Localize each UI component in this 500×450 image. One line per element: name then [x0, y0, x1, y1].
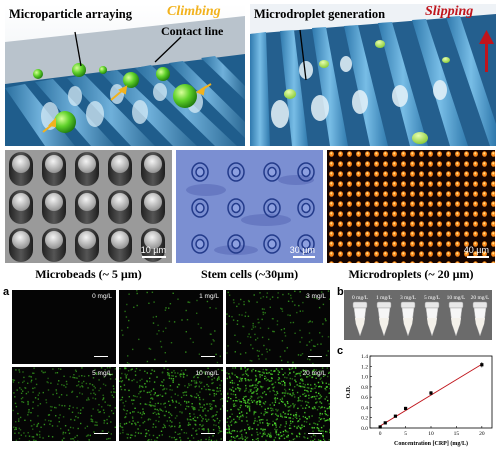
concentration-label: 10 mg/L	[195, 370, 220, 377]
y-tick-label: 1.4	[361, 354, 368, 360]
scale-label-microbeads: 10 µm	[140, 245, 166, 255]
schematic-climbing: Microparticle arraying Climbing Contact …	[5, 4, 245, 146]
scale-bar	[201, 355, 215, 357]
tube-label: 1 mg/L	[376, 295, 393, 301]
caption-microdroplets: Microdroplets (~ 20 µm)	[348, 267, 474, 281]
concentration-label: 3 mg/L	[306, 293, 326, 300]
micrograph-stem-cells: 30 µm	[176, 150, 323, 263]
micrograph-microbeads: 10 µm	[5, 150, 172, 263]
scale-bar	[201, 432, 215, 434]
tube	[352, 301, 368, 337]
tube-label: 10 mg/L	[447, 295, 466, 301]
pointer-line	[74, 31, 82, 67]
caption-stem-cells: Stem cells (~30µm)	[200, 267, 299, 281]
y-axis-label: O.D.	[345, 385, 352, 398]
tube	[424, 301, 440, 337]
scale-bar	[94, 432, 108, 434]
tube	[448, 301, 464, 337]
scale-label-stem-cells: 30 µm	[289, 245, 315, 255]
y-tick-label: 0.4	[361, 405, 368, 411]
y-tick-label: 0.2	[361, 416, 368, 422]
micrograph-microdroplets: 40 µm	[327, 150, 495, 263]
scale-bar	[293, 256, 315, 258]
data-point	[403, 406, 408, 411]
fluorescence-image: 10 mg/L	[119, 367, 223, 441]
data-point	[383, 421, 387, 425]
data-point	[378, 425, 382, 429]
x-tick-label: 15	[454, 431, 460, 437]
fluorescence-image: 5 mg/L	[12, 367, 116, 441]
scale-bar	[467, 256, 489, 258]
climbing-label: Climbing	[167, 4, 221, 19]
panel-label-c: c	[337, 345, 344, 357]
scale-bar	[142, 256, 166, 258]
x-tick-label: 0	[379, 431, 382, 437]
scale-bar	[308, 355, 322, 357]
caption-microbeads: Microbeads (~ 5 µm)	[35, 267, 142, 281]
od-chart: 0 5 10 15 20 0.0 0.2 0.4 0.6 0.8 1.0 1.2 1.4 Concentr…	[345, 354, 493, 447]
scale-bar	[94, 355, 108, 357]
data-point	[429, 391, 433, 395]
slipping-illustration	[250, 4, 496, 146]
slipping-label: Slipping	[425, 4, 474, 19]
x-tick-label: 20	[479, 431, 485, 437]
x-tick-label: 10	[428, 431, 434, 437]
tube-label: 20 mg/L	[471, 295, 490, 301]
y-tick-label: 0.0	[361, 426, 368, 432]
tubes-photo: 0 mg/L 1 mg/L 3 mg/L 5 mg/L 10 mg/L 20 mg/L	[344, 290, 492, 340]
scale-label-microdroplets: 40 µm	[463, 245, 489, 255]
contact-line-label: Contact line	[161, 24, 224, 38]
data-point	[393, 414, 398, 418]
microparticle	[54, 111, 76, 133]
fit-line	[379, 363, 483, 427]
arraying-label: Microparticle arraying	[9, 7, 132, 21]
tube	[376, 301, 392, 337]
fluorescence-image: 1 mg/L	[119, 290, 223, 364]
x-tick-label: 5	[404, 431, 407, 437]
concentration-label: 20 mg/L	[302, 370, 327, 377]
y-tick-label: 0.8	[361, 385, 368, 391]
generation-label: Microdroplet generation	[254, 7, 386, 21]
fluorescence-image: 20 mg/L	[226, 367, 330, 441]
x-axis-label: Concentration [CRP] (mg/L)	[394, 440, 468, 447]
tube-label: 0 mg/L	[352, 295, 369, 301]
climbing-illustration	[5, 4, 245, 146]
tube-label: 3 mg/L	[400, 295, 417, 301]
panel-label-a: a	[3, 286, 10, 298]
scale-bar	[308, 432, 322, 434]
concentration-label: 5 mg/L	[92, 370, 112, 377]
schematic-slipping: Microdroplet generation Slipping	[250, 4, 496, 146]
y-tick-label: 1.2	[361, 364, 368, 370]
tube	[472, 301, 488, 337]
tube-label: 5 mg/L	[424, 295, 441, 301]
tube	[400, 301, 416, 337]
concentration-label: 1 mg/L	[199, 293, 219, 300]
data-point	[480, 363, 484, 367]
fluorescence-image: 3 mg/L	[226, 290, 330, 364]
y-tick-label: 1.0	[361, 375, 368, 381]
up-arrow	[479, 30, 494, 72]
panel-label-b: b	[337, 286, 344, 298]
fluorescence-image: 0 mg/L	[12, 290, 116, 364]
y-tick-label: 0.6	[361, 395, 368, 401]
concentration-label: 0 mg/L	[92, 293, 112, 300]
